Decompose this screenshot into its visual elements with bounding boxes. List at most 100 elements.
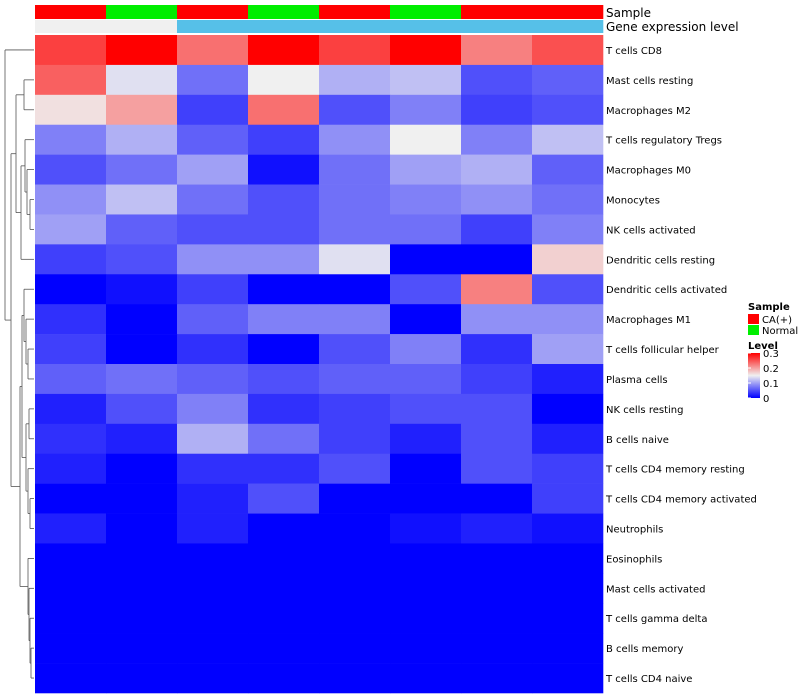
annotation-cell-expression [319, 20, 391, 33]
heatmap-cell [319, 184, 391, 215]
legend-sample-title: Sample [748, 302, 790, 313]
heatmap-cell [532, 124, 604, 155]
heatmap-cell [106, 124, 178, 155]
heatmap-cell [532, 573, 604, 604]
heatmap-cell [106, 483, 178, 514]
heatmap-cell [461, 543, 533, 574]
row-label: Eosinophils [606, 554, 662, 565]
heatmap-cell [532, 453, 604, 484]
heatmap-cell [319, 393, 391, 425]
heatmap-cell [319, 513, 391, 544]
row-label: T cells CD4 naive [605, 674, 692, 685]
heatmap-cell [390, 423, 462, 455]
heatmap-cell [390, 64, 462, 96]
heatmap-cell [390, 304, 462, 335]
heatmap-cell [35, 244, 107, 275]
heatmap-cell [35, 214, 107, 245]
annotation-cell-expression [390, 20, 462, 33]
heatmap-cell [248, 274, 320, 305]
heatmap-cell [106, 513, 178, 544]
heatmap-cell [461, 364, 533, 395]
heatmap-cell [248, 483, 320, 514]
heatmap-cell [248, 603, 320, 634]
heatmap-cell [106, 633, 178, 664]
annotation-cell-expression [177, 20, 249, 33]
heatmap-cell [319, 64, 391, 96]
heatmap-cell [177, 603, 249, 634]
heatmap-cell [461, 633, 533, 664]
annotation-cell-expression [106, 20, 178, 33]
heatmap-cell [248, 573, 320, 604]
heatmap-cell [532, 184, 604, 215]
annotation-cell-sample [248, 5, 320, 19]
heatmap-cell [35, 423, 107, 455]
heatmap-cell [177, 663, 249, 694]
heatmap-cell [319, 364, 391, 395]
heatmap-cell [106, 94, 178, 126]
heatmap-cell [319, 603, 391, 634]
heatmap-cell [319, 214, 391, 245]
heatmap-cell [319, 663, 391, 694]
heatmap-cell [35, 94, 107, 126]
heatmap-cell [461, 453, 533, 484]
heatmap-cell [35, 483, 107, 514]
heatmap-cell [106, 334, 178, 365]
heatmap-cell [106, 184, 178, 215]
legend-level-tick-label: 0.1 [763, 379, 779, 390]
heatmap-cell [106, 64, 178, 96]
heatmap-cell [248, 543, 320, 574]
heatmap-cell [177, 334, 249, 365]
legend-level-title: Level [748, 341, 778, 352]
heatmap-cell [461, 393, 533, 425]
heatmap-cell [35, 633, 107, 664]
row-label: Macrophages M2 [606, 106, 691, 117]
legend-level-tick-label: 0.3 [763, 349, 779, 360]
legend-sample-label: Normal [762, 326, 798, 337]
heatmap-cell [248, 633, 320, 664]
row-label: Dendritic cells resting [606, 255, 715, 266]
row-label: Mast cells resting [606, 76, 693, 87]
heatmap-cell [177, 94, 249, 126]
heatmap-cell [177, 124, 249, 155]
heatmap-cell [319, 35, 391, 66]
heatmap-cell [248, 364, 320, 395]
heatmap-cell [390, 214, 462, 245]
heatmap-cell [461, 124, 533, 155]
heatmap-cell [461, 603, 533, 634]
legend-sample-label: CA(+) [762, 315, 792, 326]
heatmap-cell [390, 453, 462, 484]
row-label: T cells regulatory Tregs [605, 136, 722, 147]
heatmap-cell [461, 483, 533, 514]
heatmap-cell [248, 94, 320, 126]
row-label: Macrophages M1 [606, 315, 691, 326]
heatmap-cell [248, 334, 320, 365]
row-label: B cells naive [606, 435, 669, 446]
heatmap-cell [532, 423, 604, 455]
heatmap-cell [35, 154, 107, 185]
heatmap-cell [319, 274, 391, 305]
heatmap-cell [106, 453, 178, 484]
heatmap-cell [35, 573, 107, 604]
heatmap-cell [532, 633, 604, 664]
heatmap-cell [106, 214, 178, 245]
heatmap-cell [319, 244, 391, 275]
heatmap-cell [106, 304, 178, 335]
annotation-cell-sample [319, 5, 391, 19]
heatmap-cell [35, 334, 107, 365]
heatmap-cell [390, 603, 462, 634]
row-label: NK cells resting [606, 405, 683, 416]
heatmap-cell [532, 35, 604, 66]
annotation-cell-expression [35, 20, 107, 33]
annotation-cell-sample [532, 5, 604, 19]
heatmap-cell [248, 244, 320, 275]
heatmap-cell [35, 393, 107, 425]
heatmap-cell [35, 543, 107, 574]
heatmap-cell [461, 573, 533, 604]
heatmap-cell [106, 364, 178, 395]
heatmap-cell [390, 393, 462, 425]
heatmap-cell [177, 35, 249, 66]
heatmap-cell [248, 663, 320, 694]
row-label: Neutrophils [606, 525, 663, 536]
heatmap-cell [319, 124, 391, 155]
